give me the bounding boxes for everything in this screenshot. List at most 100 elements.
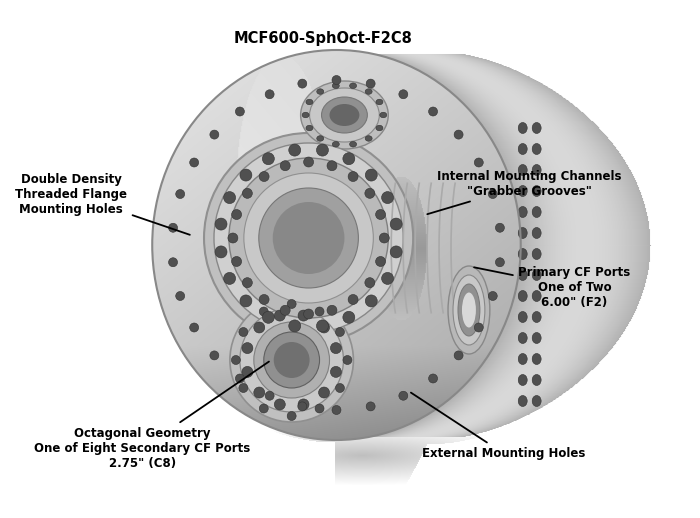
Ellipse shape	[332, 83, 340, 89]
Text: Octagonal Geometry
One of Eight Secondary CF Ports
2.75" (C8): Octagonal Geometry One of Eight Secondar…	[34, 362, 269, 470]
Ellipse shape	[532, 375, 541, 385]
Circle shape	[229, 158, 388, 318]
Ellipse shape	[366, 79, 375, 88]
Circle shape	[259, 295, 269, 305]
Text: Double Density
Threaded Flange
Mounting Holes: Double Density Threaded Flange Mounting …	[15, 172, 190, 235]
Ellipse shape	[518, 185, 527, 196]
Ellipse shape	[489, 292, 497, 300]
Circle shape	[215, 246, 227, 258]
Ellipse shape	[399, 391, 408, 400]
Circle shape	[327, 305, 337, 315]
Ellipse shape	[532, 291, 541, 301]
Circle shape	[365, 278, 374, 287]
Ellipse shape	[532, 353, 541, 365]
Ellipse shape	[300, 81, 389, 149]
Circle shape	[228, 233, 238, 243]
Ellipse shape	[532, 249, 541, 260]
Circle shape	[288, 320, 301, 332]
Circle shape	[335, 327, 344, 337]
Ellipse shape	[309, 88, 379, 142]
Circle shape	[254, 322, 265, 333]
Circle shape	[376, 209, 386, 220]
Ellipse shape	[518, 396, 527, 407]
Ellipse shape	[235, 107, 244, 116]
Ellipse shape	[190, 323, 199, 332]
Ellipse shape	[518, 249, 527, 260]
Ellipse shape	[532, 122, 541, 134]
Circle shape	[390, 246, 402, 258]
Ellipse shape	[532, 333, 541, 343]
Text: MCF600-SphOct-F2C8: MCF600-SphOct-F2C8	[234, 32, 413, 46]
Ellipse shape	[321, 97, 368, 133]
Circle shape	[239, 383, 248, 393]
Ellipse shape	[332, 141, 340, 147]
Ellipse shape	[489, 190, 497, 198]
Ellipse shape	[210, 351, 219, 360]
Ellipse shape	[298, 79, 307, 88]
Circle shape	[242, 278, 252, 287]
Text: External Mounting Holes: External Mounting Holes	[411, 393, 585, 460]
Ellipse shape	[518, 227, 527, 238]
Ellipse shape	[376, 125, 383, 131]
Ellipse shape	[518, 291, 527, 301]
Ellipse shape	[454, 130, 463, 139]
Circle shape	[232, 355, 240, 365]
Circle shape	[280, 161, 290, 171]
Ellipse shape	[532, 165, 541, 176]
Circle shape	[316, 320, 328, 332]
Circle shape	[343, 153, 355, 165]
Circle shape	[204, 133, 413, 343]
Circle shape	[348, 295, 358, 305]
Text: Internal Mounting Channels
"Grabber Grooves": Internal Mounting Channels "Grabber Groo…	[427, 170, 622, 214]
Ellipse shape	[376, 99, 383, 105]
Circle shape	[259, 307, 268, 316]
Ellipse shape	[518, 269, 527, 281]
Circle shape	[315, 307, 324, 316]
Ellipse shape	[532, 227, 541, 238]
Ellipse shape	[316, 136, 323, 141]
Circle shape	[259, 404, 268, 413]
Circle shape	[330, 342, 342, 354]
Circle shape	[382, 272, 393, 284]
Ellipse shape	[176, 190, 185, 198]
Ellipse shape	[532, 396, 541, 407]
Ellipse shape	[518, 165, 527, 176]
Ellipse shape	[428, 107, 438, 116]
Circle shape	[214, 143, 403, 333]
Circle shape	[273, 202, 344, 274]
Circle shape	[335, 383, 344, 393]
Ellipse shape	[458, 284, 480, 336]
Ellipse shape	[298, 402, 307, 411]
Ellipse shape	[518, 333, 527, 343]
Ellipse shape	[532, 207, 541, 218]
Ellipse shape	[475, 158, 483, 167]
Ellipse shape	[532, 185, 541, 196]
Circle shape	[242, 189, 252, 198]
Circle shape	[240, 295, 252, 307]
Ellipse shape	[518, 143, 527, 154]
Ellipse shape	[365, 89, 372, 94]
Circle shape	[240, 308, 344, 412]
Ellipse shape	[265, 391, 274, 400]
Ellipse shape	[475, 323, 483, 332]
Circle shape	[254, 322, 330, 398]
Circle shape	[379, 233, 389, 243]
Circle shape	[240, 169, 252, 181]
Circle shape	[365, 189, 374, 198]
Circle shape	[390, 218, 402, 230]
Circle shape	[365, 295, 377, 307]
Ellipse shape	[454, 351, 463, 360]
Ellipse shape	[518, 122, 527, 134]
Ellipse shape	[496, 258, 505, 267]
Circle shape	[365, 169, 377, 181]
Circle shape	[274, 342, 309, 378]
Ellipse shape	[532, 269, 541, 281]
Ellipse shape	[265, 90, 274, 99]
Circle shape	[274, 310, 286, 321]
Circle shape	[316, 144, 328, 156]
Circle shape	[242, 366, 253, 378]
Circle shape	[232, 256, 242, 266]
Circle shape	[244, 173, 373, 303]
Ellipse shape	[169, 223, 178, 232]
Circle shape	[318, 322, 330, 333]
